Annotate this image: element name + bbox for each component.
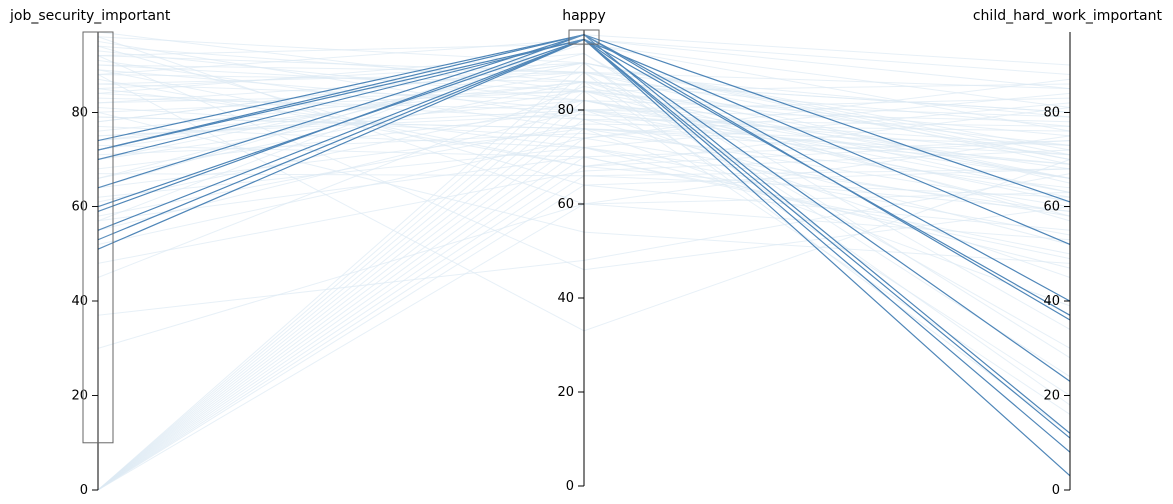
tick-label: 60 [71,200,88,215]
brush-selection[interactable] [82,31,114,444]
tick-label: 0 [1052,483,1060,498]
axes-layer: job_security_important 0 20 40 60 80 happy 0 20 4… [9,8,1163,498]
tick-label: 40 [557,291,574,306]
tick-label: 0 [80,483,88,498]
tick-label: 20 [71,389,88,404]
tick-label: 80 [557,103,574,118]
tick-label: 80 [71,105,88,120]
axis-title: child_hard_work_important [973,8,1163,24]
tick-label: 20 [557,385,574,400]
axis-child_hard_work_important: child_hard_work_important 0 20 40 60 80 [973,8,1163,498]
tick-label: 40 [1043,294,1060,309]
axis-title: job_security_important [9,8,171,24]
tick-label: 0 [566,479,574,494]
tick-label: 20 [1043,389,1060,404]
brush-selection[interactable] [568,29,600,45]
tick-label: 60 [557,197,574,212]
tick-label: 40 [71,294,88,309]
axis-happy: happy 0 20 40 60 80 [557,8,605,494]
tick-label: 60 [1043,200,1060,215]
axis-title: happy [562,8,606,24]
tick-label: 80 [1043,105,1060,120]
axis-job_security_important: job_security_important 0 20 40 60 80 [9,8,171,498]
